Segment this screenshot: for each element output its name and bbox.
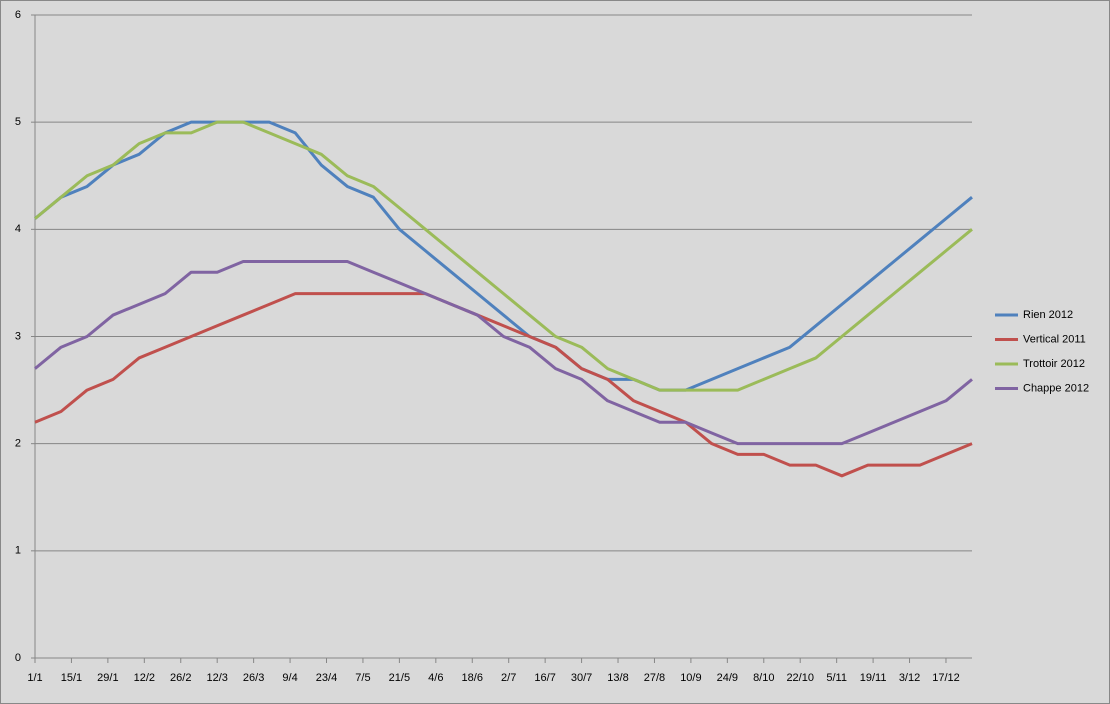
x-tick-label: 18/6 (462, 672, 483, 684)
x-tick-label: 19/11 (860, 672, 887, 684)
y-tick-label: 1 (15, 545, 21, 557)
x-tick-label: 23/4 (316, 672, 337, 684)
y-tick-label: 6 (15, 9, 21, 21)
x-tick-label: 27/8 (644, 672, 665, 684)
series-line (34, 120, 973, 392)
x-tick-label: 12/3 (206, 672, 227, 684)
x-tick-label: 26/3 (243, 672, 264, 684)
y-tick-label: 0 (15, 652, 21, 664)
x-tick-label: 10/9 (680, 672, 701, 684)
x-tick-label: 2/7 (501, 672, 516, 684)
y-tick-label: 3 (15, 330, 21, 342)
x-tick-label: 29/1 (97, 672, 118, 684)
series-line (34, 292, 973, 478)
x-tick-label: 8/10 (753, 672, 774, 684)
x-tick-label: 16/7 (534, 672, 555, 684)
x-tick-label: 24/9 (717, 672, 738, 684)
x-tick-label: 22/10 (786, 672, 814, 684)
x-tick-label: 9/4 (282, 672, 297, 684)
series-line (34, 259, 973, 446)
x-tick-label: 30/7 (571, 672, 592, 684)
x-tick-label: 26/2 (170, 672, 191, 684)
legend-label: Chappe 2012 (1023, 382, 1089, 394)
x-tick-label: 12/2 (134, 672, 155, 684)
y-tick-label: 2 (15, 438, 21, 450)
x-tick-label: 1/1 (27, 672, 42, 684)
x-tick-label: 7/5 (355, 672, 370, 684)
legend-label: Trottoir 2012 (1023, 358, 1085, 370)
y-tick-label: 4 (15, 223, 21, 235)
x-tick-label: 17/12 (932, 672, 960, 684)
y-tick-label: 5 (15, 116, 21, 128)
legend-label: Vertical 2011 (1023, 333, 1086, 345)
x-tick-label: 5/11 (826, 672, 847, 684)
series-line (34, 120, 973, 392)
x-tick-label: 3/12 (899, 672, 920, 684)
x-tick-label: 15/1 (61, 672, 82, 684)
legend-label: Rien 2012 (1023, 309, 1073, 321)
x-tick-label: 21/5 (389, 672, 410, 684)
x-tick-label: 4/6 (428, 672, 443, 684)
x-tick-label: 13/8 (607, 672, 628, 684)
